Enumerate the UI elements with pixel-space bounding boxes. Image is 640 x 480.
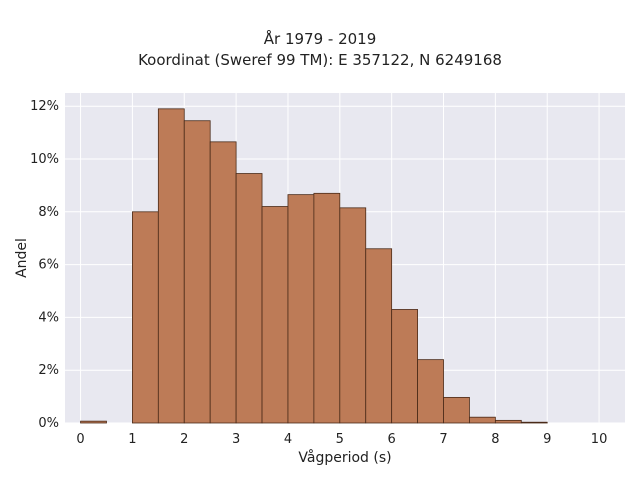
y-tick-label: 0% — [38, 416, 59, 431]
x-tick-label: 1 — [128, 432, 136, 447]
x-tick-labels: 0 1 2 3 4 5 6 7 8 9 10 — [76, 432, 607, 447]
y-tick-labels: 0% 2% 4% 6% 8% 10% 12% — [30, 99, 59, 431]
histogram-bar — [261, 206, 289, 424]
y-axis-label: Andel — [14, 238, 30, 278]
x-tick-label: 7 — [439, 432, 447, 447]
y-tick-label: 8% — [38, 205, 59, 220]
histogram-bar — [209, 141, 237, 424]
chart-subtitle: Koordinat (Sweref 99 TM): E 357122, N 62… — [138, 51, 502, 69]
x-tick-label: 8 — [491, 432, 499, 447]
histogram-bar — [494, 419, 522, 424]
bars — [80, 108, 548, 424]
histogram-bar — [443, 396, 470, 424]
y-tick-label: 6% — [38, 258, 59, 273]
x-tick-label: 9 — [543, 432, 551, 447]
histogram-bar — [365, 248, 393, 424]
histogram-bar — [80, 420, 107, 424]
histogram-bar — [520, 421, 548, 424]
histogram-bar — [183, 120, 211, 424]
histogram-bar — [339, 207, 367, 424]
y-tick-label: 10% — [30, 152, 59, 167]
histogram-bar — [469, 416, 496, 424]
histogram-bar — [391, 309, 418, 424]
x-tick-label: 6 — [388, 432, 396, 447]
histogram-bar — [235, 173, 263, 424]
y-tick-label: 4% — [38, 310, 59, 325]
chart-title: År 1979 - 2019 — [263, 30, 377, 48]
x-tick-label: 2 — [180, 432, 188, 447]
x-tick-label: 0 — [76, 432, 84, 447]
x-tick-label: 5 — [336, 432, 344, 447]
x-tick-label: 10 — [591, 432, 608, 447]
histogram-bar — [132, 211, 159, 424]
x-axis-label: Vågperiod (s) — [298, 449, 391, 466]
y-tick-label: 12% — [30, 99, 59, 114]
x-tick-label: 3 — [232, 432, 240, 447]
histogram-bar — [417, 359, 444, 424]
histogram-bar — [157, 108, 185, 424]
histogram-bar — [313, 192, 341, 424]
x-tick-label: 4 — [284, 432, 292, 447]
histogram-bar — [287, 194, 315, 424]
y-tick-label: 2% — [38, 363, 59, 378]
